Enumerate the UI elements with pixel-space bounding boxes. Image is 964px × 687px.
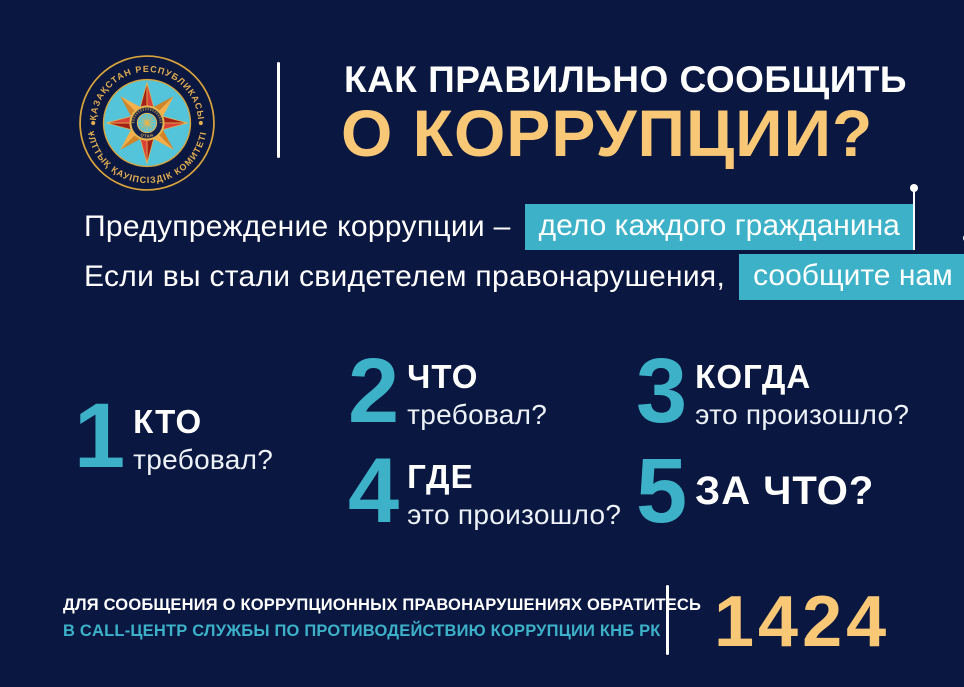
question-title: КТО	[133, 403, 203, 440]
question-item-3: 3 КОГДА это произошло?	[636, 340, 910, 442]
hotline-number: 1424	[714, 582, 891, 662]
emblem-shanyrak-icon	[138, 114, 156, 132]
lead-line-2-text: Если вы стали свидетелем правонарушения,	[84, 260, 726, 293]
emblem-center-medallion: ОТАН	[129, 105, 165, 141]
question-item-1: 1 КТО требовал?	[74, 385, 274, 487]
pin-dot-icon	[962, 234, 964, 242]
footer-line-2: В CALL-ЦЕНТР СЛУЖБЫ ПО ПРОТИВОДЕЙСТВИЮ К…	[63, 622, 661, 640]
question-subtitle: требовал?	[133, 444, 274, 475]
lead-line-2: Если вы стали свидетелем правонарушения,…	[84, 234, 964, 300]
emblem-star-icon	[106, 82, 188, 164]
question-subtitle: это произошло?	[695, 399, 910, 430]
question-subtitle: это произошло?	[407, 499, 622, 530]
question-number: 1	[74, 385, 125, 487]
lead-line-1-text: Предупреждение коррупции –	[84, 210, 511, 243]
knb-emblem-icon: ҚАЗАҚСТАН РЕСПУБЛИКАСЫ ҰЛТТЫҚ ҚАУІПСІЗДІ…	[79, 55, 215, 191]
question-subtitle: требовал?	[407, 399, 548, 430]
emblem-center-text: ОТАН	[140, 132, 154, 138]
lead-line-1: Предупреждение коррупции – дело каждого …	[84, 184, 918, 250]
pin-icon	[909, 184, 918, 250]
page-title-line-1: КАК ПРАВИЛЬНО СООБЩИТЬ	[344, 59, 908, 100]
question-number: 2	[348, 340, 399, 442]
page-title-line-2: О КОРРУПЦИИ?	[341, 96, 874, 170]
highlight-box-1: дело каждого гражданина	[524, 184, 918, 250]
knb-emblem: ҚАЗАҚСТАН РЕСПУБЛИКАСЫ ҰЛТТЫҚ ҚАУІПСІЗДІ…	[78, 54, 216, 192]
question-number: 3	[636, 340, 687, 442]
question-item-4: 4 ГДЕ это произошло?	[348, 440, 622, 542]
pin-dot-icon	[909, 184, 918, 192]
emblem-left-dot	[91, 120, 96, 126]
footer-divider	[666, 585, 669, 655]
header-divider	[277, 62, 280, 158]
highlight-box-2: сообщите нам	[739, 234, 964, 300]
question-title: КОГДА	[695, 358, 812, 395]
question-title: ЧТО	[407, 358, 479, 395]
footer-line-1: ДЛЯ СООБЩЕНИЯ О КОРРУПЦИОННЫХ ПРАВОНАРУШ…	[63, 596, 702, 614]
question-number: 4	[348, 440, 399, 542]
question-number: 5	[636, 440, 687, 542]
question-item-2: 2 ЧТО требовал?	[348, 340, 548, 442]
highlight-box-2-label: сообщите нам	[753, 259, 953, 292]
question-item-5: 5 ЗА ЧТО?	[636, 440, 875, 542]
question-title: ЗА ЧТО?	[695, 469, 875, 513]
emblem-micro-text-ring	[132, 108, 162, 124]
highlight-box-1-label: дело каждого гражданина	[538, 209, 900, 242]
svg-text:ОТАН: ОТАН	[140, 132, 154, 138]
emblem-right-dot	[198, 120, 203, 126]
question-title: ГДЕ	[407, 458, 474, 495]
